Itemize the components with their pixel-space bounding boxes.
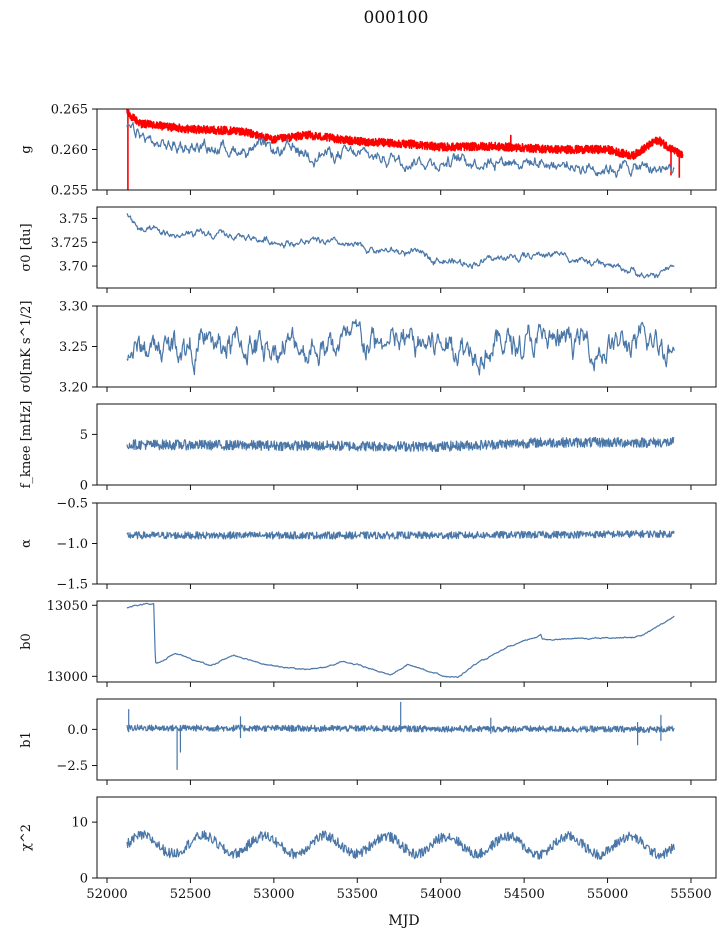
panel-7-series-1-line (126, 701, 675, 770)
x-tick-label: 55000 (587, 887, 628, 902)
panel-8-data (126, 830, 675, 860)
panel-2-series-1-line (126, 213, 675, 279)
panel-8-ytick-label: 0 (80, 872, 88, 887)
panel-6: 13000 13050 b0 (19, 599, 717, 687)
panel-1-ylabel: g (19, 145, 34, 153)
panel-1-data (126, 109, 684, 190)
panel-3-data (126, 319, 675, 376)
x-tick-label: 53000 (253, 887, 294, 902)
panel-2-frame (96, 206, 717, 289)
panel-4-frame (96, 403, 717, 486)
panel-1: 0.255 0.260 0.265 g (19, 103, 717, 199)
panel-4-data (126, 436, 675, 452)
x-tick-label: 55500 (670, 887, 711, 902)
panel-3-ylabel: σ0[mK s^1/2] (19, 301, 34, 393)
panel-3-ytick-label: 3.20 (59, 381, 88, 396)
panel-4-ytick-label: 5 (80, 428, 88, 443)
panel-7-ytick-label: −2.5 (56, 759, 88, 774)
panel-6-ytick-label: 13050 (47, 599, 88, 614)
panel-8-ytick-label: 10 (71, 816, 88, 831)
panel-3-series-1-line (126, 319, 675, 376)
panel-4-series-1-line (126, 436, 675, 452)
x-tick-label: 54000 (420, 887, 461, 902)
panel-5-ylabel: α (19, 539, 34, 548)
panel-7-ylabel: b1 (19, 731, 34, 748)
panel-7-frame (96, 698, 717, 781)
panel-2-ytick-label: 3.70 (59, 260, 88, 275)
panel-7-data (126, 701, 675, 770)
figure-title: 000100 (364, 8, 429, 28)
x-tick-label: 52500 (170, 887, 211, 902)
panel-5: −1.5 −1.0 −0.5 α (19, 497, 717, 593)
panel-2-data (126, 213, 675, 279)
panel-4: 0 5 f_knee [mHz] (19, 401, 717, 494)
panel-7: −2.5 0.0 b1 (19, 698, 717, 785)
panel-3-ytick-label: 3.30 (59, 300, 88, 315)
panel-5-ytick-label: −1.5 (56, 578, 88, 593)
panel-4-ylabel: f_knee [mHz] (19, 401, 34, 489)
x-tick-labels: 52000 52500 53000 53500 54000 54500 55000 55500 (86, 887, 711, 902)
panel-1-ytick-label: 0.255 (51, 184, 88, 199)
panels: 0.255 0.260 0.265 g 3.70 3.725 3.75 σ0 [du] 3.20… (19, 103, 717, 902)
x-tick-label: 52000 (86, 887, 127, 902)
panel-8-series-1-line (126, 830, 675, 860)
panel-5-ytick-label: −0.5 (56, 497, 88, 512)
panel-1-series-1-line (126, 109, 684, 190)
panel-5-ytick-label: −1.0 (56, 537, 88, 552)
panel-2-ytick-label: 3.75 (59, 212, 88, 227)
panel-6-series-1-line (126, 602, 675, 678)
panel-5-frame (96, 502, 717, 585)
panel-5-data (126, 529, 675, 540)
x-tick-label: 53500 (337, 887, 378, 902)
panel-6-ytick-label: 13000 (47, 670, 88, 685)
panel-8: 0 10 χ^2 (19, 796, 717, 887)
panel-5-series-1-line (126, 529, 675, 540)
panel-1-series-2-line (126, 122, 675, 178)
panel-1-ytick-label: 0.265 (51, 103, 88, 118)
x-tick-label: 54500 (503, 887, 544, 902)
panel-6-data (126, 602, 675, 678)
panel-6-frame (96, 600, 717, 683)
panel-3-ytick-label: 3.25 (59, 340, 88, 355)
panel-8-frame (96, 796, 717, 879)
panel-6-ylabel: b0 (19, 633, 34, 650)
x-axis-label: MJD (388, 913, 419, 929)
panel-3: 3.20 3.25 3.30 σ0[mK s^1/2] (19, 300, 717, 396)
panel-2-ytick-label: 3.725 (51, 236, 88, 251)
panel-7-ytick-label: 0.0 (67, 723, 88, 738)
panel-2-ylabel: σ0 [du] (19, 223, 34, 271)
panel-8-ylabel: χ^2 (19, 824, 34, 851)
panel-1-ytick-label: 0.260 (51, 143, 88, 158)
panel-2: 3.70 3.725 3.75 σ0 [du] (19, 206, 717, 293)
panel-4-ytick-label: 0 (80, 479, 88, 494)
